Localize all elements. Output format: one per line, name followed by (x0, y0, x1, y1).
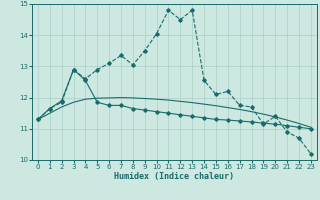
X-axis label: Humidex (Indice chaleur): Humidex (Indice chaleur) (115, 172, 234, 181)
